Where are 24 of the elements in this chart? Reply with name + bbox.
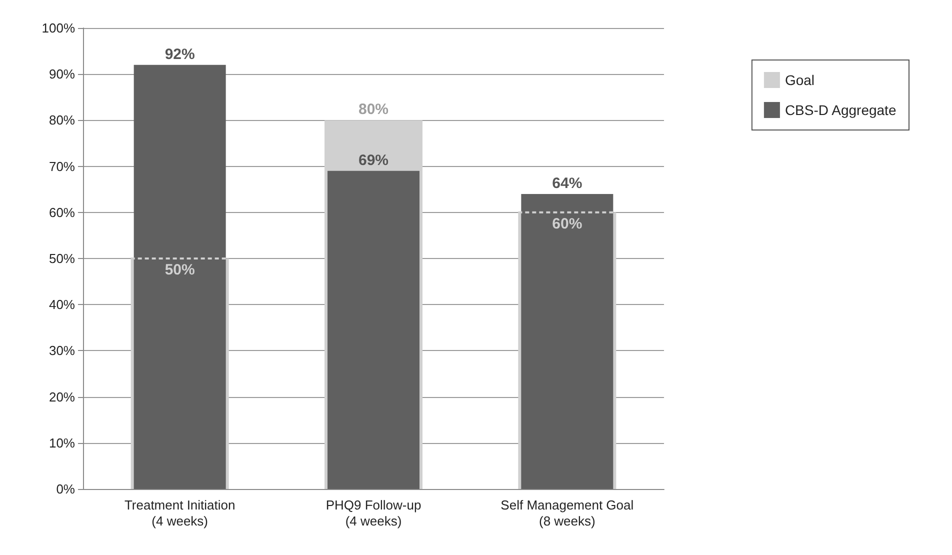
x-tick-label: Treatment Initiation (4 weeks) <box>124 498 236 528</box>
y-tick-label: 10% <box>48 435 76 450</box>
data-label: 69% <box>358 152 389 169</box>
legend-label: CBS-D Aggregate <box>784 102 896 118</box>
y-tick-label: 30% <box>48 343 76 358</box>
data-label: 80% <box>358 101 389 118</box>
data-label: 92% <box>164 46 195 63</box>
y-tick-label: 40% <box>48 297 76 312</box>
data-label: 64% <box>552 174 582 192</box>
x-tick-label: Self Management Goal (8 weeks) <box>500 498 634 528</box>
legend-label: Goal <box>784 72 815 88</box>
y-tick-label: 60% <box>48 204 76 220</box>
y-tick-label: 0% <box>56 482 76 496</box>
y-tick-label: 90% <box>48 66 76 82</box>
y-tick-label: 70% <box>48 158 76 174</box>
bar <box>134 64 226 489</box>
bar <box>328 170 420 489</box>
data-label: 50% <box>164 262 195 278</box>
y-tick-label: 50% <box>48 251 76 266</box>
y-tick-label: 20% <box>48 389 76 404</box>
x-tick-label: PHQ9 Follow-up (4 weeks) <box>326 498 422 528</box>
data-label: 60% <box>552 215 582 232</box>
y-tick-label: 100% <box>42 20 76 36</box>
y-tick-label: 80% <box>48 112 76 128</box>
